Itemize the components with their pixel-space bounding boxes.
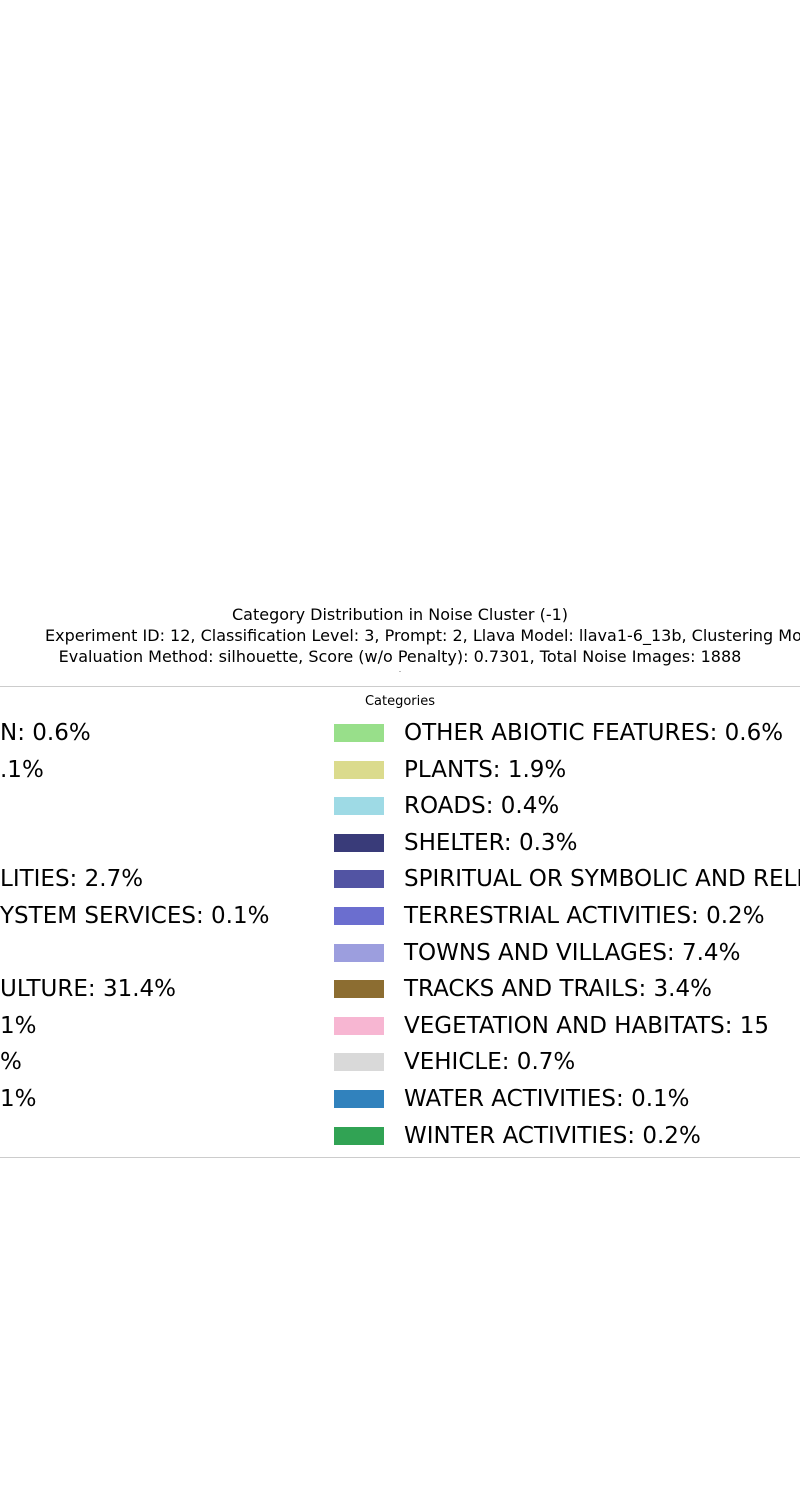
legend-label-8: VEGETATION AND HABITATS: 15 [404, 1012, 770, 1039]
legend-left-item-0: N: 0.6% [0, 720, 91, 746]
legend-label-2: ROADS: 0.4% [404, 793, 560, 820]
legend-swatch-6 [334, 943, 384, 962]
legend-swatch-3 [334, 833, 384, 852]
pie-remnant [399, 671, 401, 672]
legend-swatch-11 [334, 1126, 384, 1145]
legend-swatch-0 [334, 724, 384, 742]
legend-left-item-1: .1% [0, 756, 44, 783]
legend-swatch-8 [334, 1016, 384, 1035]
chart-title-block: Category Distribution in Noise Cluster (… [0, 604, 800, 667]
legend: N: 0.6% .1% LITIES: 2.7% YSTEM SERVICES: 0.… [0, 716, 800, 1156]
chart-subtitle-line-2: Evaluation Method: silhouette, Score (w/… [58, 647, 742, 666]
legend-swatch-10 [334, 1090, 384, 1108]
legend-label-0: OTHER ABIOTIC FEATURES: 0.6% [404, 720, 784, 746]
legend-swatch-4 [334, 870, 384, 889]
legend-label-7: TRACKS AND TRAILS: 3.4% [404, 976, 712, 1003]
legend-label-11: WINTER ACTIVITIES: 0.2% [404, 1122, 701, 1149]
legend-left-item-8: 1% [0, 1012, 37, 1039]
legend-swatch-2 [334, 797, 384, 816]
legend-label-1: PLANTS: 1.9% [404, 756, 567, 783]
legend-swatch-7 [334, 980, 384, 999]
legend-swatch-1 [334, 760, 384, 779]
legend-label-9: VEHICLE: 0.7% [404, 1049, 576, 1076]
legend-left-item-4: LITIES: 2.7% [0, 866, 144, 893]
legend-left-item-5: YSTEM SERVICES: 0.1% [0, 903, 270, 929]
chart-subtitle-line-1: Experiment ID: 12, Classification Level:… [0, 625, 800, 646]
legend-label-5: TERRESTRIAL ACTIVITIES: 0.2% [404, 903, 765, 929]
chart-title: Category Distribution in Noise Cluster (… [231, 605, 569, 624]
legend-left-item-7: ULTURE: 31.4% [0, 976, 177, 1003]
legend-label-3: SHELTER: 0.3% [404, 829, 578, 856]
chart-subtitle-line-1-text: Experiment ID: 12, Classification Level:… [45, 626, 800, 645]
legend-left-item-10: 1% [0, 1086, 37, 1112]
legend-swatch-5 [334, 907, 384, 925]
legend-title: Categories [364, 694, 436, 709]
legend-label-10: WATER ACTIVITIES: 0.1% [404, 1086, 690, 1112]
legend-label-6: TOWNS AND VILLAGES: 7.4% [404, 939, 741, 966]
legend-label-4: SPIRITUAL OR SYMBOLIC AND RELIGIOUS [404, 866, 800, 893]
legend-swatch-9 [334, 1053, 384, 1072]
legend-frame [0, 686, 800, 1158]
legend-left-item-9: % [0, 1049, 22, 1076]
